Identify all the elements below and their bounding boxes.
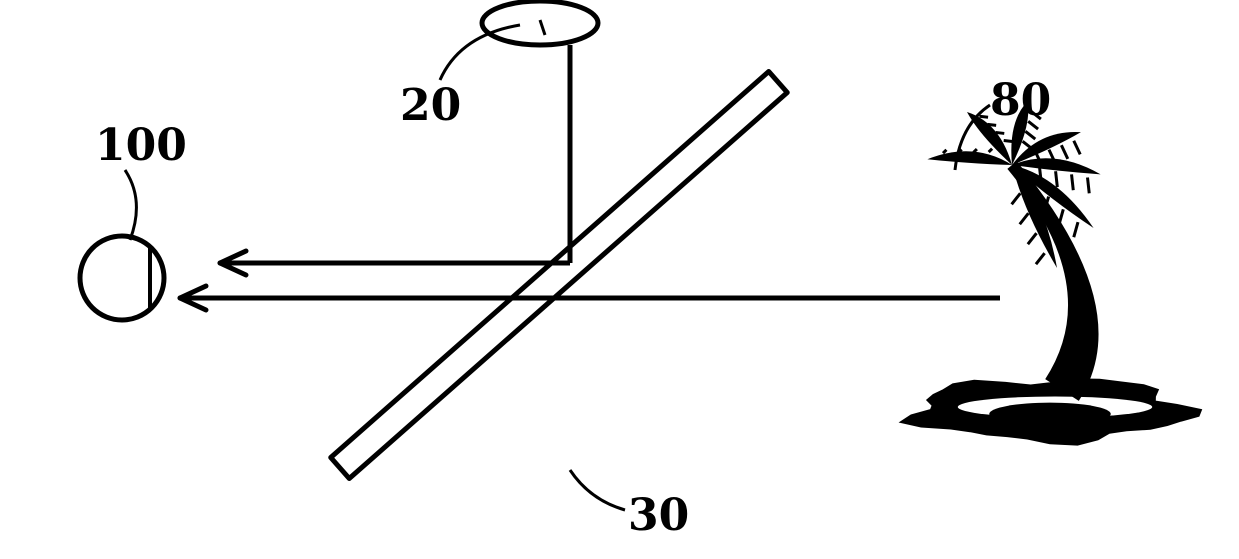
source-tick — [540, 20, 545, 35]
leader-line — [125, 170, 136, 240]
label-20: 20 — [400, 80, 461, 131]
label-30: 30 — [628, 490, 689, 541]
leader-line — [440, 25, 520, 80]
label-80: 80 — [990, 75, 1051, 126]
mirror-slab — [331, 71, 788, 478]
palm-scene-icon — [901, 101, 1201, 444]
label-100: 100 — [95, 120, 187, 171]
leader-line — [570, 470, 625, 510]
